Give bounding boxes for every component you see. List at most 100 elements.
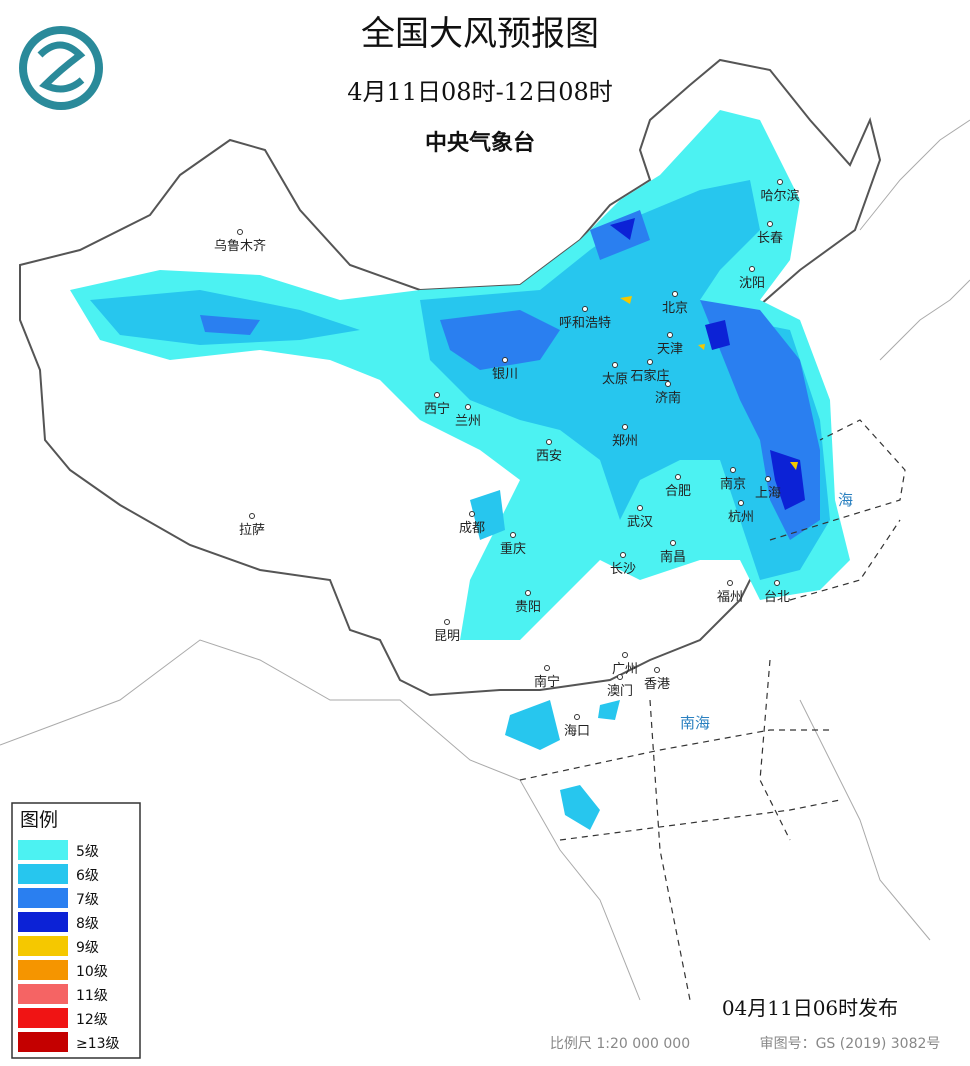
legend-label: 5级: [76, 844, 99, 860]
city-dot: [654, 667, 660, 673]
city-label: 香港: [644, 677, 670, 692]
wind-area: [505, 700, 620, 830]
city-dot: [617, 674, 623, 680]
wind-area: [610, 218, 805, 510]
city-label: 兰州: [455, 414, 481, 429]
city-dot: [730, 467, 736, 473]
logo: [19, 26, 103, 110]
legend-swatch: [18, 1008, 68, 1028]
legend-swatch: [18, 1032, 68, 1052]
review-number: 审图号：GS (2019) 3082号: [760, 1036, 941, 1052]
map-title: 全国大风预报图: [361, 14, 599, 54]
city-label: 西宁: [424, 401, 450, 417]
legend-label: 9级: [76, 940, 99, 956]
city-label: 南宁: [534, 674, 560, 690]
city-dot: [675, 474, 681, 480]
legend-label: 7级: [76, 892, 99, 908]
city-dot: [727, 580, 733, 586]
city-label: 天津: [657, 342, 683, 357]
sea-boundaries: [519, 419, 906, 1001]
city-dot: [749, 266, 755, 272]
city-label: 合肥: [665, 484, 691, 499]
city-dot: [237, 229, 243, 235]
city-label: 台北: [764, 590, 790, 605]
city-label: 广州: [612, 662, 638, 677]
city-dot: [546, 439, 552, 445]
city-dot: [620, 552, 626, 558]
legend-swatch: [18, 960, 68, 980]
city-label: 沈阳: [739, 276, 765, 291]
legend-title: 图例: [20, 809, 58, 831]
city-label: 太原: [602, 372, 628, 387]
city-label: 武汉: [627, 515, 653, 530]
city-label: 长沙: [610, 562, 636, 577]
city-label: 昆明: [434, 629, 460, 644]
city-dot: [622, 424, 628, 430]
city-label: 拉萨: [239, 523, 265, 538]
city-label: 郑州: [612, 434, 638, 449]
city-label: 长春: [757, 231, 783, 246]
city-label: 西安: [536, 449, 562, 464]
city-label: 福州: [717, 590, 743, 605]
city-dot: [582, 306, 588, 312]
city-dot: [469, 511, 475, 517]
city-dot: [667, 332, 673, 338]
legend-label: 11级: [76, 988, 108, 1004]
city-dot: [444, 619, 450, 625]
legend-swatch: [18, 864, 68, 884]
wind-areas: [70, 110, 850, 830]
issued-time: 04月11日06时发布: [722, 996, 898, 1020]
legend-swatch: [18, 936, 68, 956]
legend-swatch: [18, 840, 68, 860]
legend: 图例 5级 6级 7级 8级 9级 10级 11级 12级 ≥13级: [11, 802, 141, 1059]
city-dot: [465, 404, 471, 410]
legend-label: 8级: [76, 916, 99, 932]
legend-swatch: [18, 912, 68, 932]
city-label: 重庆: [500, 541, 526, 557]
agency: 中央气象台: [425, 130, 535, 156]
legend-swatch: [18, 888, 68, 908]
legend-label: 10级: [76, 964, 108, 980]
city-dot: [647, 359, 653, 365]
city-dot: [510, 532, 516, 538]
city-label: 澳门: [607, 683, 633, 699]
city-label: 南京: [720, 476, 746, 492]
scale: 比例尺 1:20 000 000: [550, 1036, 690, 1052]
city-dot: [765, 476, 771, 482]
city-label: 南昌: [660, 549, 686, 565]
sea-label: 海: [838, 491, 853, 509]
map-subtitle: 4月11日08时-12日08时: [347, 78, 613, 106]
legend-label: 6级: [76, 868, 99, 884]
city-label: 杭州: [728, 510, 754, 525]
city-dot: [502, 357, 508, 363]
city-dot: [777, 179, 783, 185]
city-dot: [637, 505, 643, 511]
city-label: 济南: [655, 390, 681, 406]
legend-swatch: [18, 984, 68, 1004]
city-label: 呼和浩特: [559, 316, 611, 331]
city-label: 石家庄: [630, 368, 669, 384]
city-dot: [665, 381, 671, 387]
city-dot: [574, 714, 580, 720]
city-dot: [249, 513, 255, 519]
city-dot: [434, 392, 440, 398]
legend-label: 12级: [76, 1012, 108, 1028]
city-label: 海口: [564, 724, 590, 739]
city-dot: [774, 580, 780, 586]
neighbour-borders: [0, 119, 970, 1001]
city-dot: [544, 665, 550, 671]
city-label: 北京: [662, 301, 688, 316]
city-dot: [622, 652, 628, 658]
wind-area: [90, 180, 830, 580]
city-label: 乌鲁木齐: [214, 238, 266, 254]
city-label: 哈尔滨: [760, 188, 799, 204]
city-label: 贵阳: [515, 600, 541, 615]
city-dot: [767, 221, 773, 227]
city-label: 成都: [459, 521, 485, 536]
city-dot: [525, 590, 531, 596]
city-dot: [612, 362, 618, 368]
city-dot: [672, 291, 678, 297]
city-label: 上海: [755, 486, 781, 501]
